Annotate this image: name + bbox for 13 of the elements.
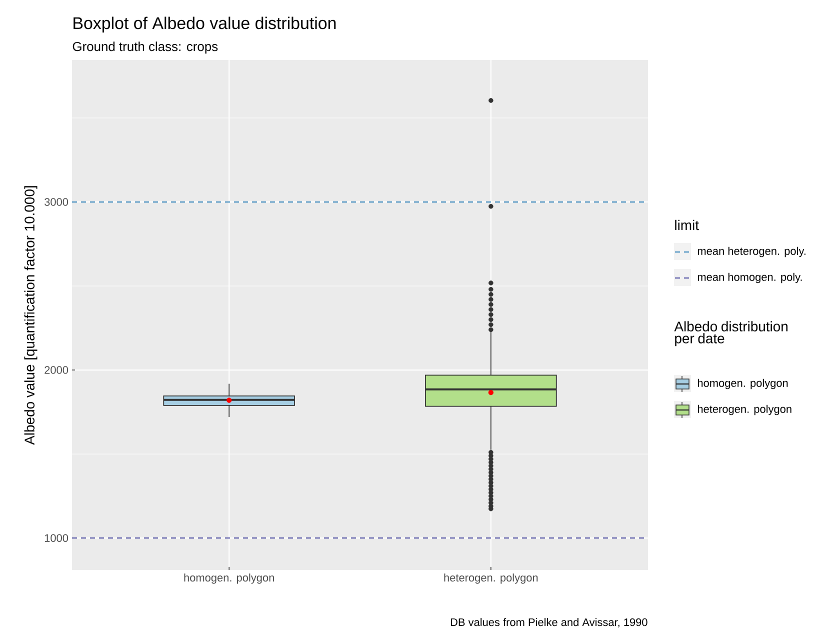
- legend-title: Albedo distribution per date: [674, 321, 788, 346]
- text: DB values from Pielke and Avissar, 1990: [450, 618, 648, 628]
- y-tick-label: 2000: [44, 366, 68, 374]
- y-tick-label: 3000: [44, 198, 68, 206]
- legend-label: mean heterogen. poly.: [698, 246, 806, 258]
- chart-subtitle: Ground truth class: crops: [72, 42, 218, 54]
- text: limit: [675, 220, 699, 230]
- chart-title: Boxplot of Albedo value distribution: [74, 16, 336, 33]
- category-label: homogen. polygon: [698, 378, 788, 390]
- y-axis-title: Albedo value [quantification factor 10.000]: [24, 186, 38, 445]
- legend-label: mean homogen. poly.: [698, 272, 802, 284]
- y-tick-label: 1000: [44, 534, 68, 542]
- category-label: heterogen. polygon: [698, 404, 792, 416]
